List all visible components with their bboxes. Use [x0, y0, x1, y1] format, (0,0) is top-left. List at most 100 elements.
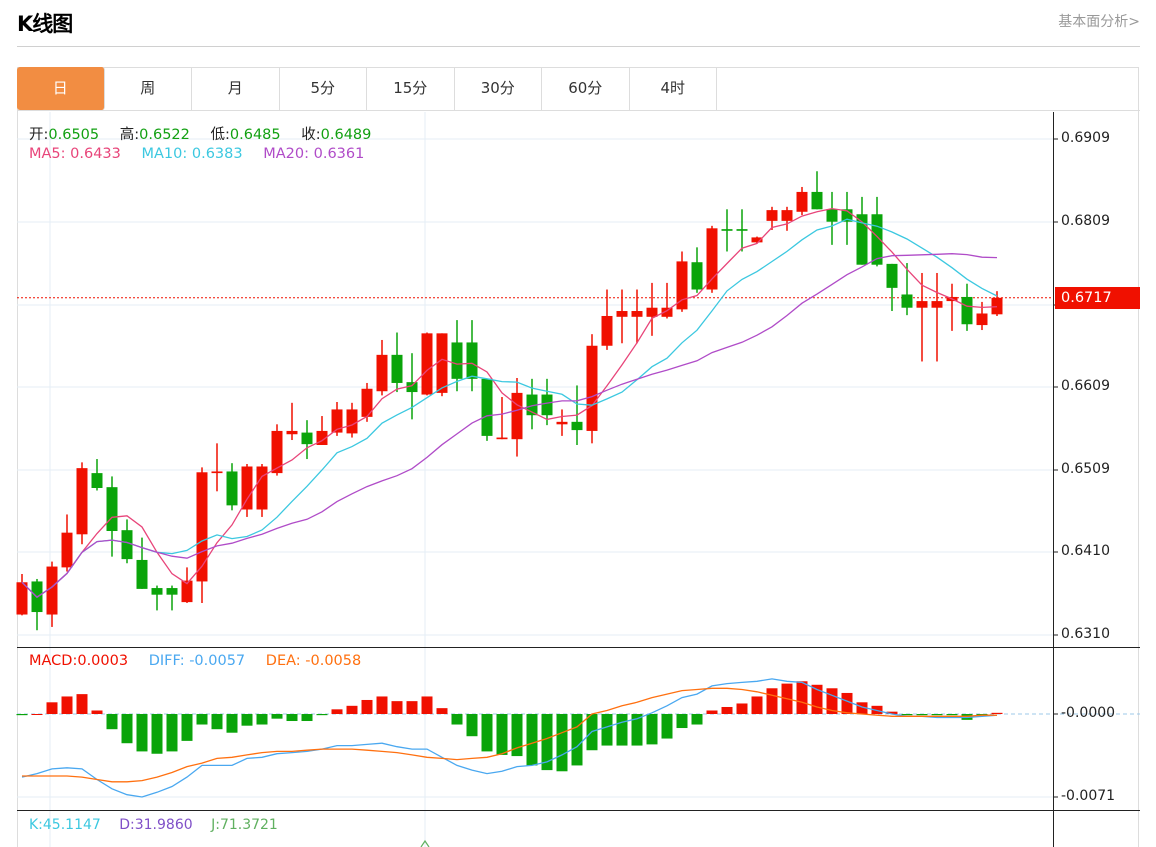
- candle-up: [796, 191, 808, 212]
- candle-down: [226, 471, 238, 506]
- candle-down: [136, 559, 148, 589]
- candle-down: [526, 394, 538, 416]
- candle-down: [691, 262, 703, 290]
- candle-up: [631, 311, 643, 317]
- macd-bar: [601, 714, 613, 746]
- macd-bar: [346, 705, 358, 714]
- candle-down: [481, 378, 493, 436]
- candle-up: [556, 421, 568, 425]
- j-value: J:71.3721: [211, 817, 278, 833]
- k-value: K:45.1147: [29, 817, 101, 833]
- low-label: 低:: [210, 127, 230, 143]
- candle-up: [661, 307, 673, 317]
- price-tick: 0.6809: [1061, 213, 1110, 229]
- candle-up: [751, 237, 763, 243]
- candle-up: [496, 437, 508, 440]
- candle-up: [931, 301, 943, 308]
- tab-15min[interactable]: 15分: [367, 67, 455, 110]
- candle-up: [286, 430, 298, 435]
- macd-bar: [676, 714, 688, 729]
- tab-month[interactable]: 月: [192, 67, 280, 110]
- candle-down: [166, 588, 178, 595]
- candle-up: [46, 566, 58, 615]
- tab-week[interactable]: 周: [105, 67, 192, 110]
- diff-line: [21, 678, 998, 798]
- dea-line: [22, 687, 997, 783]
- candle-down: [871, 214, 883, 265]
- macd-bar: [226, 714, 238, 733]
- macd-bar: [316, 714, 328, 716]
- period-tabs: 日 周 月 5分 15分 30分 60分 4时: [17, 67, 1140, 111]
- chart-frame: [17, 67, 1139, 847]
- candle-up: [331, 409, 343, 433]
- candle-up: [316, 430, 328, 445]
- macd-bar: [556, 714, 568, 772]
- open-label: 开:: [29, 127, 49, 143]
- fundamental-analysis-link[interactable]: 基本面分析>: [1058, 14, 1140, 30]
- candle-down: [106, 487, 118, 531]
- macd-bar: [826, 688, 838, 714]
- candle-up: [196, 472, 208, 582]
- candle-up: [211, 471, 223, 474]
- macd-bar: [121, 714, 133, 744]
- candle-down: [91, 473, 103, 488]
- macd-bar: [241, 714, 253, 726]
- macd-bar: [91, 710, 103, 714]
- ma5-value: MA5: 0.6433: [29, 146, 121, 162]
- macd-bar: [256, 714, 268, 725]
- macd-bar: [406, 701, 418, 714]
- candle-up: [241, 466, 253, 510]
- candle-up: [586, 345, 598, 431]
- candle-up: [511, 392, 523, 440]
- candle-up: [916, 301, 928, 308]
- macd-bar: [571, 714, 583, 766]
- tab-4hour[interactable]: 4时: [630, 67, 717, 110]
- tab-30min[interactable]: 30分: [455, 67, 542, 110]
- macd-bar: [946, 714, 958, 716]
- tab-day[interactable]: 日: [17, 67, 105, 110]
- ma-readout: MA5: 0.6433 MA10: 0.6383 MA20: 0.6361: [29, 146, 364, 162]
- ma20-value: MA20: 0.6361: [263, 146, 365, 162]
- macd-readout: MACD:0.0003 DIFF: -0.0057 DEA: -0.0058: [29, 653, 361, 669]
- candle-down: [841, 209, 853, 222]
- macd-bar: [286, 714, 298, 722]
- price-tick: 0.6909: [1061, 130, 1110, 146]
- candle-up: [601, 315, 613, 346]
- macd-bar: [766, 688, 778, 714]
- candle-up: [346, 409, 358, 434]
- macd-bar: [31, 714, 43, 715]
- tab-5min[interactable]: 5分: [280, 67, 367, 110]
- page-title: K线图: [17, 12, 73, 36]
- ohlc-readout: 开:0.6505 高:0.6522 低:0.6485 收:0.6489: [29, 123, 387, 144]
- tab-60min[interactable]: 60分: [542, 67, 630, 110]
- macd-bar: [841, 692, 853, 714]
- macd-bar: [361, 699, 373, 714]
- macd-bar: [931, 714, 943, 716]
- candle-down: [736, 229, 748, 231]
- macd-bar: [196, 714, 208, 725]
- close-value: 0.6489: [320, 127, 372, 143]
- candle-up: [376, 354, 388, 392]
- macd-bar: [646, 714, 658, 745]
- candle-up: [976, 313, 988, 326]
- candle-up: [361, 388, 373, 417]
- macd-bar: [76, 694, 88, 714]
- candle-down: [121, 530, 133, 560]
- macd-bar: [466, 714, 478, 737]
- macd-bar: [301, 714, 313, 722]
- candle-down: [466, 342, 478, 379]
- macd-bar: [61, 696, 73, 714]
- macd-bar: [451, 714, 463, 725]
- macd-value: MACD:0.0003: [29, 653, 129, 669]
- macd-bar: [421, 696, 433, 714]
- price-tick: 0.6609: [1061, 378, 1110, 394]
- price-tick: 0.6310: [1061, 626, 1110, 642]
- macd-bar: [46, 702, 58, 714]
- macd-bar: [391, 701, 403, 714]
- candle-down: [151, 588, 163, 595]
- macd-bar: [541, 714, 553, 771]
- candle-down: [856, 214, 868, 265]
- candle-up: [616, 311, 628, 317]
- macd-bar: [271, 714, 283, 719]
